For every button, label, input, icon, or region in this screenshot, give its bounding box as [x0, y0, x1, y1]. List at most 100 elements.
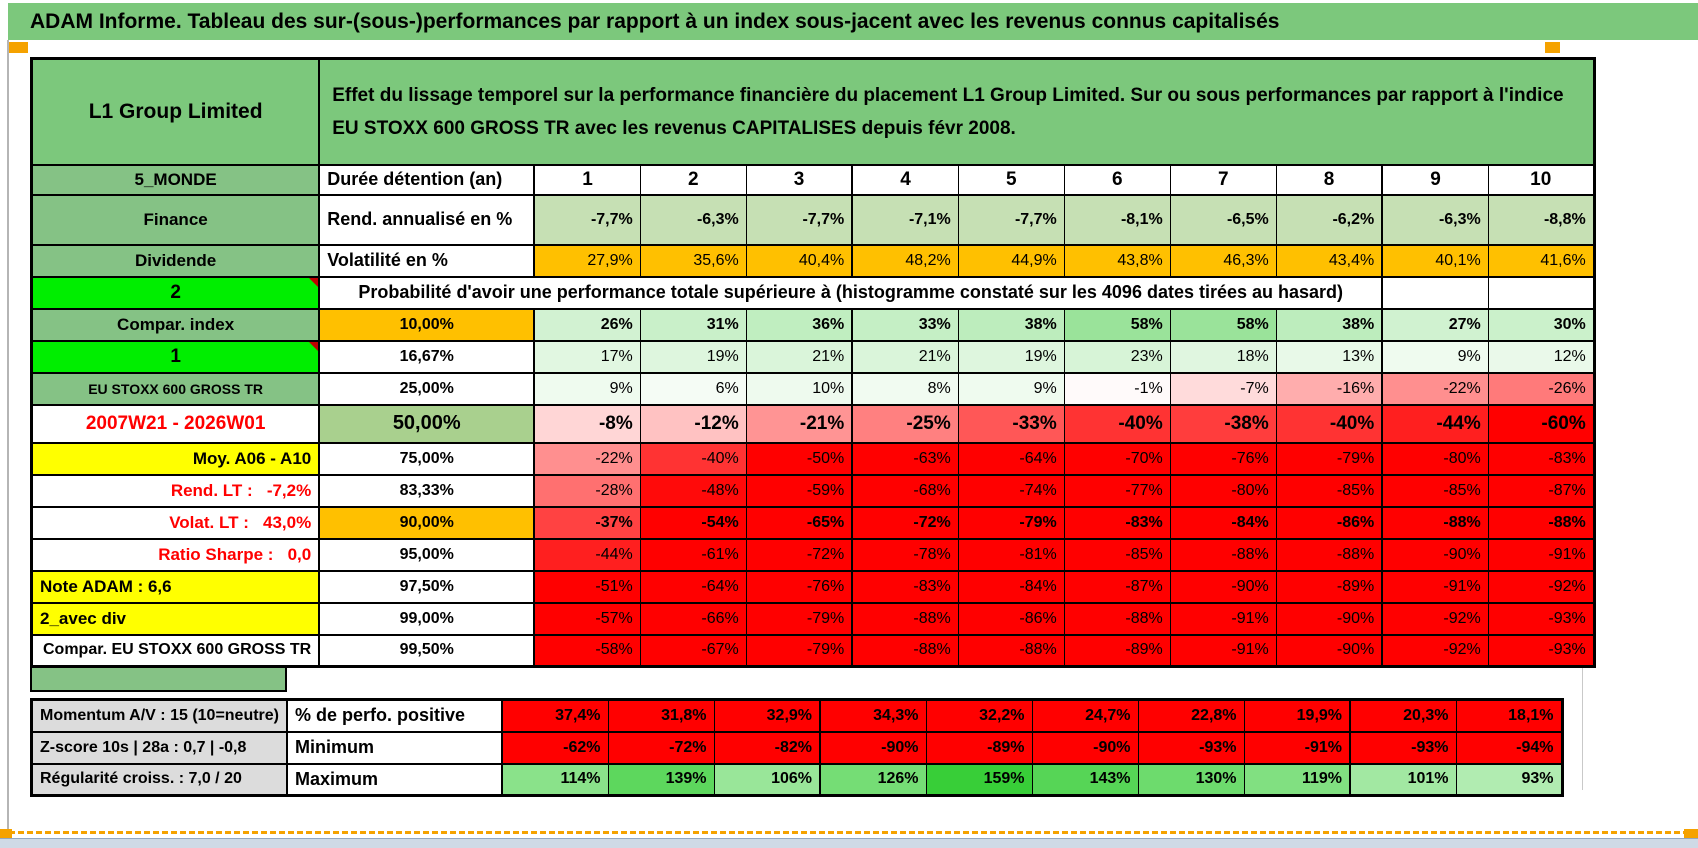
spacer-green-cell[interactable]	[30, 668, 287, 692]
value-cell[interactable]: 9%	[957, 371, 1065, 406]
value-cell[interactable]: 6%	[639, 371, 747, 406]
value-cell[interactable]: -66%	[639, 601, 747, 636]
value-cell[interactable]: -26%	[1487, 371, 1596, 406]
value-cell[interactable]: -48%	[639, 473, 747, 508]
value-cell[interactable]: -44%	[533, 537, 641, 572]
value-cell[interactable]: 58%	[1169, 307, 1277, 342]
value-cell[interactable]: -70%	[1063, 441, 1171, 476]
value-cell[interactable]: 31%	[639, 307, 747, 342]
value-cell[interactable]: 18%	[1169, 339, 1277, 374]
value-cell[interactable]: -7,7%	[745, 193, 853, 246]
value-cell[interactable]: 38%	[1275, 307, 1383, 342]
label-cell[interactable]: 2_avec div	[30, 601, 321, 636]
value-cell[interactable]: 22,8%	[1137, 698, 1245, 733]
percentile-cell[interactable]: 25,00%	[318, 371, 536, 406]
value-cell[interactable]: -88%	[1487, 505, 1596, 540]
percentile-cell[interactable]: 83,33%	[318, 473, 536, 508]
value-cell[interactable]: 21%	[851, 339, 959, 374]
value-cell[interactable]: -90%	[1275, 633, 1383, 668]
probability-message[interactable]: Probabilité d'avoir une performance tota…	[318, 275, 1384, 310]
value-cell[interactable]: -79%	[957, 505, 1065, 540]
value-cell[interactable]: -93%	[1487, 601, 1596, 636]
value-cell[interactable]: -82%	[713, 730, 821, 765]
value-cell[interactable]: -88%	[1169, 537, 1277, 572]
metric-name-cell[interactable]: Minimum	[286, 730, 504, 765]
value-cell[interactable]: -92%	[1381, 633, 1489, 668]
value-cell[interactable]: 18,1%	[1455, 698, 1564, 733]
percentile-cell[interactable]: 50,00%	[318, 403, 536, 444]
value-cell[interactable]: -86%	[957, 601, 1065, 636]
percentile-cell[interactable]: 75,00%	[318, 441, 536, 476]
value-cell[interactable]: 159%	[925, 762, 1033, 797]
value-cell[interactable]: -78%	[851, 537, 959, 572]
year-header[interactable]: 2	[639, 163, 747, 196]
value-cell[interactable]: -79%	[745, 601, 853, 636]
value-cell[interactable]: 40,1%	[1381, 243, 1489, 278]
value-cell[interactable]: -6,3%	[1381, 193, 1489, 246]
value-cell[interactable]: -37%	[533, 505, 641, 540]
value-cell[interactable]: 33%	[851, 307, 959, 342]
value-cell[interactable]: -21%	[745, 403, 853, 444]
value-cell[interactable]: 19,9%	[1243, 698, 1351, 733]
value-cell[interactable]: -33%	[957, 403, 1065, 444]
value-cell[interactable]: 30%	[1487, 307, 1596, 342]
year-header[interactable]: 3	[745, 163, 853, 196]
value-cell[interactable]: -50%	[745, 441, 853, 476]
value-cell[interactable]: -7,7%	[533, 193, 641, 246]
value-cell[interactable]: -89%	[1275, 569, 1383, 604]
value-cell[interactable]: -63%	[851, 441, 959, 476]
value-cell[interactable]: -91%	[1169, 601, 1277, 636]
value-cell[interactable]: 43,8%	[1063, 243, 1171, 278]
value-cell[interactable]: -6,5%	[1169, 193, 1277, 246]
value-cell[interactable]: 101%	[1349, 762, 1457, 797]
value-cell[interactable]: -61%	[639, 537, 747, 572]
value-cell[interactable]: 27%	[1381, 307, 1489, 342]
value-cell[interactable]: 48,2%	[851, 243, 959, 278]
value-cell[interactable]: -88%	[851, 601, 959, 636]
label-cell[interactable]: Moy. A06 - A10	[30, 441, 321, 476]
value-cell[interactable]: -68%	[851, 473, 959, 508]
value-cell[interactable]: -54%	[639, 505, 747, 540]
value-cell[interactable]: -85%	[1275, 473, 1383, 508]
percentile-cell[interactable]: 16,67%	[318, 339, 536, 374]
value-cell[interactable]: -93%	[1349, 730, 1457, 765]
value-cell[interactable]: 58%	[1063, 307, 1171, 342]
value-cell[interactable]: -88%	[957, 633, 1065, 668]
value-cell[interactable]: 13%	[1275, 339, 1383, 374]
value-cell[interactable]: 17%	[533, 339, 641, 374]
label-cell[interactable]: Finance	[30, 193, 321, 246]
value-cell[interactable]: -91%	[1243, 730, 1351, 765]
value-cell[interactable]: -72%	[745, 537, 853, 572]
value-cell[interactable]: 12%	[1487, 339, 1596, 374]
value-cell[interactable]: -6,3%	[639, 193, 747, 246]
value-cell[interactable]: 19%	[639, 339, 747, 374]
value-cell[interactable]: 26%	[533, 307, 641, 342]
description-cell[interactable]: Effet du lissage temporel sur la perform…	[318, 57, 1596, 166]
percentile-cell[interactable]: 90,00%	[318, 505, 536, 540]
value-cell[interactable]: -72%	[851, 505, 959, 540]
value-cell[interactable]: -90%	[1031, 730, 1139, 765]
value-cell[interactable]: -22%	[1381, 371, 1489, 406]
value-cell[interactable]: -90%	[1275, 601, 1383, 636]
label-cell[interactable]: Compar. index	[30, 307, 321, 342]
metric-name-cell[interactable]: Rend. annualisé en %	[318, 193, 536, 246]
value-cell[interactable]: -92%	[1487, 569, 1596, 604]
value-cell[interactable]: 139%	[607, 762, 715, 797]
value-cell[interactable]: 9%	[1381, 339, 1489, 374]
value-cell[interactable]: -76%	[745, 569, 853, 604]
label-cell[interactable]: Rend. LT : -7,2%	[30, 473, 321, 508]
value-cell[interactable]: -91%	[1381, 569, 1489, 604]
percentile-cell[interactable]: 95,00%	[318, 537, 536, 572]
value-cell[interactable]: -85%	[1063, 537, 1171, 572]
value-cell[interactable]: -1%	[1063, 371, 1171, 406]
value-cell[interactable]: -93%	[1487, 633, 1596, 668]
year-header[interactable]: 9	[1381, 163, 1489, 196]
value-cell[interactable]: -7,1%	[851, 193, 959, 246]
value-cell[interactable]: -90%	[1169, 569, 1277, 604]
value-cell[interactable]: -40%	[1063, 403, 1171, 444]
value-cell[interactable]: 106%	[713, 762, 821, 797]
value-cell[interactable]: -88%	[1381, 505, 1489, 540]
label-cell[interactable]: Z-score 10s | 28a : 0,7 | -0,8	[30, 730, 289, 765]
value-cell[interactable]: 8%	[851, 371, 959, 406]
value-cell[interactable]: -12%	[639, 403, 747, 444]
